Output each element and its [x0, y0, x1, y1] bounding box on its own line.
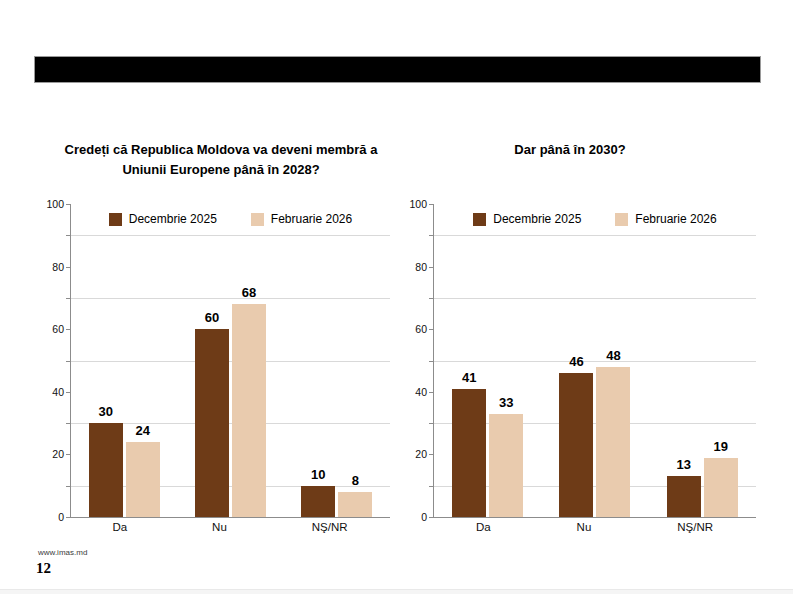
bar-value-label: 68: [224, 285, 274, 300]
y-axis-tick: [429, 361, 433, 362]
plot-area: Decembrie 2025Februarie 2026413346481319: [433, 204, 756, 518]
y-axis-tick: [66, 517, 70, 518]
gridline: [71, 235, 390, 236]
y-axis-tick: [429, 235, 433, 236]
legend-color-swatch: [109, 213, 122, 226]
bar-chart-2030: 0 20 40 60 80 100 Decembrie 2025 Februarie 2026…: [403, 198, 758, 548]
category-labels-row: Da Nu NŞ/NR: [70, 521, 390, 533]
y-axis-tick: [66, 361, 70, 362]
bar: 8: [338, 492, 372, 517]
y-axis-tick: [429, 423, 433, 424]
bar-value-label: 30: [81, 404, 131, 419]
gridline: [434, 235, 756, 236]
y-axis-tick-label: 40: [40, 386, 64, 398]
y-axis-tick: [66, 423, 70, 424]
legend-color-swatch: [251, 213, 264, 226]
bar-value-label: 19: [696, 439, 746, 454]
category-labels-row: Da Nu NŞ/NR: [433, 521, 756, 533]
legend-item: Decembrie 2025: [109, 212, 217, 226]
y-axis-tick-label: 0: [403, 511, 427, 523]
bars-row: 413346481319: [434, 367, 756, 517]
bar-value-label: 48: [588, 348, 638, 363]
y-axis-tick-label: 20: [40, 448, 64, 460]
y-axis-tick: [429, 454, 433, 455]
legend-series-label: Februarie 2026: [635, 212, 716, 226]
bar: 60: [195, 329, 229, 517]
y-axis-tick: [429, 329, 433, 330]
category-label: Da: [476, 521, 491, 533]
y-axis-tick: [66, 486, 70, 487]
bar-group-nu: 6068: [195, 304, 266, 517]
y-axis-tick: [429, 392, 433, 393]
chart-legend: Decembrie 2025 Februarie 2026: [71, 212, 390, 226]
category-label: Nu: [577, 521, 592, 533]
y-axis-tick-label: 80: [40, 261, 64, 273]
y-axis-tick: [66, 298, 70, 299]
bar: 68: [232, 304, 266, 517]
legend-series-label: Decembrie 2025: [493, 212, 581, 226]
y-axis-tick-label: 60: [40, 323, 64, 335]
page-number: 12: [36, 560, 51, 577]
y-axis-tick: [66, 204, 70, 205]
website-text: www.imas.md: [38, 548, 87, 557]
y-axis-tick: [429, 298, 433, 299]
y-axis-tick-label: 0: [40, 511, 64, 523]
y-axis-tick: [429, 204, 433, 205]
bar-value-label: 33: [481, 395, 531, 410]
y-axis-tick: [429, 517, 433, 518]
bar: 13: [667, 476, 701, 517]
y-axis-tick: [66, 454, 70, 455]
bars-row: 30246068108: [71, 304, 390, 517]
y-axis-tick-label: 100: [403, 198, 427, 210]
slide-bottom-edge: [0, 589, 793, 594]
bar: 10: [301, 486, 335, 517]
legend-item: Februarie 2026: [251, 212, 352, 226]
bar-chart-2028: 0 20 40 60 80 100 Decembrie 2025 Februarie 2026…: [40, 198, 392, 548]
bar-group-da: 4133: [452, 389, 523, 517]
legend-item: Decembrie 2025: [473, 212, 581, 226]
legend-item: Februarie 2026: [615, 212, 716, 226]
bar-value-label: 24: [118, 423, 168, 438]
bar-value-label: 13: [659, 457, 709, 472]
chart-title-2030: Dar până în 2030?: [415, 140, 725, 160]
y-axis-tick: [66, 329, 70, 330]
y-axis-tick: [66, 392, 70, 393]
plot-area: Decembrie 2025Februarie 202630246068108: [70, 204, 390, 518]
category-label: NŞ/NR: [677, 521, 713, 533]
y-axis-tick: [66, 235, 70, 236]
category-label: NŞ/NR: [312, 521, 348, 533]
bar-group-nu: 4648: [559, 367, 630, 517]
bar: 48: [596, 367, 630, 517]
chart-title-2028: Credeți că Republica Moldova va deveni m…: [45, 140, 397, 180]
legend-series-label: Februarie 2026: [271, 212, 352, 226]
bar: 24: [126, 442, 160, 517]
bar: 46: [559, 373, 593, 517]
gridline: [434, 298, 756, 299]
presentation-slide: Credeți că Republica Moldova va deveni m…: [0, 0, 793, 595]
bar-value-label: 60: [187, 310, 237, 325]
legend-color-swatch: [615, 213, 628, 226]
category-label: Nu: [212, 521, 227, 533]
y-axis-tick-label: 40: [403, 386, 427, 398]
bar: 33: [489, 414, 523, 517]
bar-group-nnr: 108: [301, 486, 372, 517]
bar-group-nnr: 1319: [667, 458, 738, 517]
redacted-header-bar: [35, 57, 760, 82]
bar-value-label: 8: [330, 473, 380, 488]
legend-color-swatch: [473, 213, 486, 226]
category-label: Da: [112, 521, 127, 533]
bar-group-da: 3024: [89, 423, 160, 517]
y-axis-tick-label: 20: [403, 448, 427, 460]
bar: 19: [704, 458, 738, 517]
chart-legend: Decembrie 2025 Februarie 2026: [434, 212, 756, 226]
y-axis-tick: [66, 267, 70, 268]
y-axis-tick-label: 80: [403, 261, 427, 273]
y-axis-tick-label: 60: [403, 323, 427, 335]
bar-value-label: 41: [444, 370, 494, 385]
legend-series-label: Decembrie 2025: [129, 212, 217, 226]
y-axis-tick-label: 100: [40, 198, 64, 210]
y-axis-tick: [429, 486, 433, 487]
y-axis-tick: [429, 267, 433, 268]
